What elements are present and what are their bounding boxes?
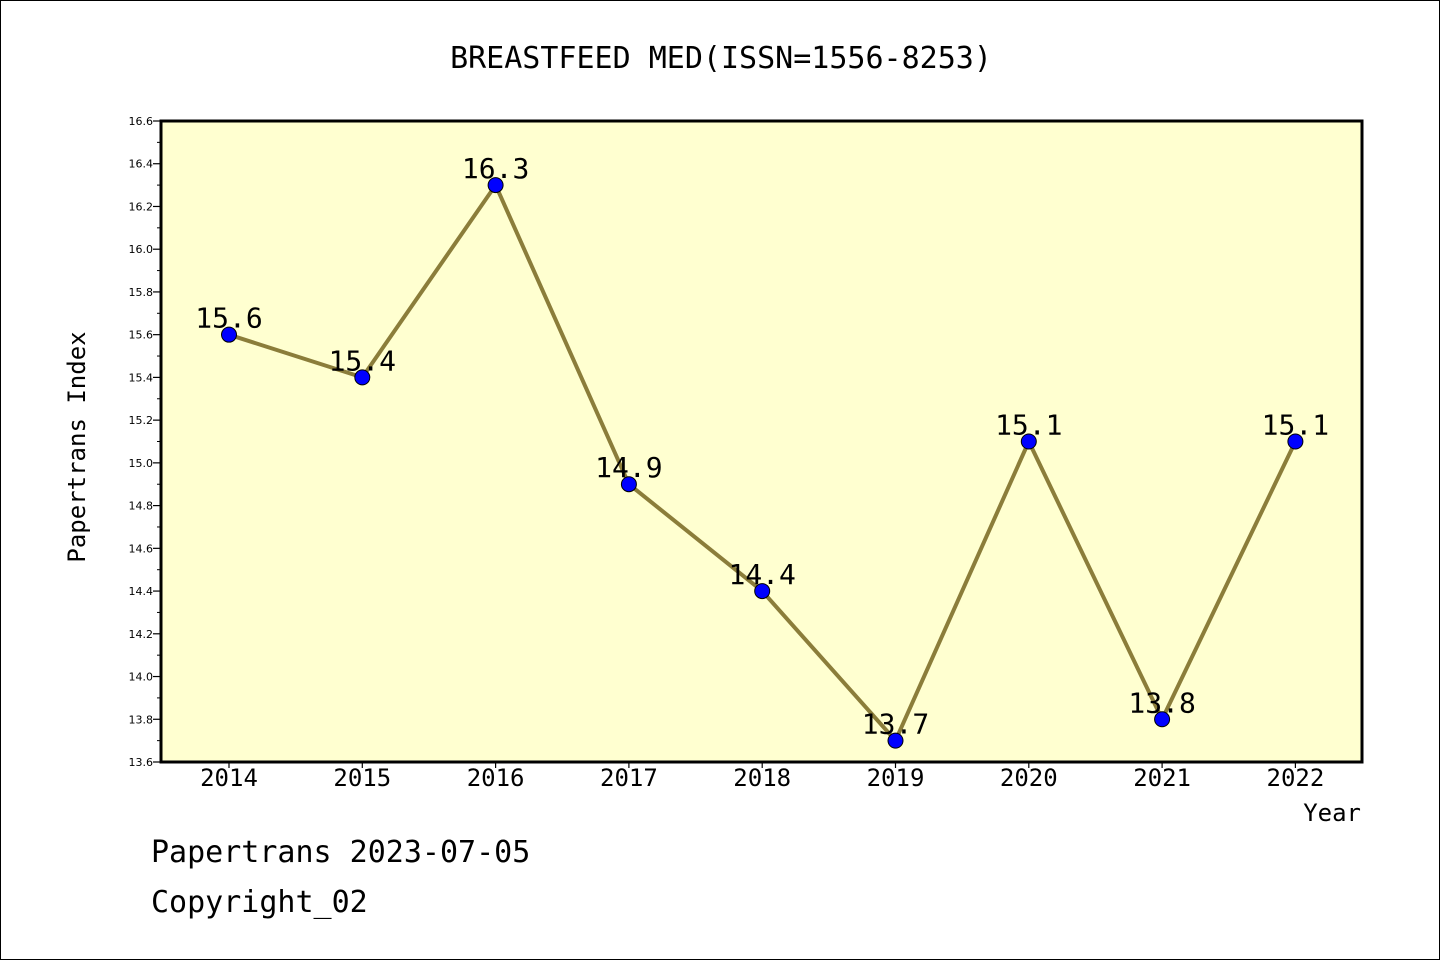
data-label: 14.9: [595, 451, 662, 484]
footer-copyright: Copyright_02: [151, 885, 368, 920]
y-tick-label: 13.6: [129, 756, 154, 769]
data-point: [754, 583, 771, 600]
chart-title: BREASTFEED MED(ISSN=1556-8253): [450, 41, 992, 76]
data-label: 15.4: [329, 344, 396, 377]
y-tick-label: 15.6: [129, 329, 154, 342]
y-tick-label: 16.4: [129, 158, 154, 171]
data-point: [354, 369, 371, 386]
y-tick-label: 14.6: [129, 542, 154, 555]
data-point: [221, 326, 237, 343]
x-tick-label: 2021: [1133, 764, 1191, 792]
plot-area: [159, 119, 1364, 764]
y-tick-label: 14.8: [129, 500, 154, 513]
data-label: 13.7: [862, 708, 929, 741]
x-tick-label: 2015: [333, 764, 391, 792]
x-tick-label: 2017: [600, 764, 658, 792]
data-label: 14.4: [728, 558, 795, 591]
x-tick-label: 2020: [1000, 764, 1058, 792]
x-tick-label: 2019: [867, 764, 925, 792]
series-markers: [221, 177, 1304, 749]
y-tick-label: 14.4: [129, 585, 154, 598]
x-tick-label: 2022: [1267, 764, 1325, 792]
y-tick-label: 15.2: [129, 414, 154, 427]
data-point: [1287, 433, 1304, 450]
y-tick-label: 16.0: [129, 243, 154, 256]
y-axis: 13.6 13.8 14.0 14.2 14.4 14.6 14.8 15.0 15.2 15.4…: [129, 115, 161, 769]
y-tick-label: 15.0: [129, 457, 154, 470]
y-axis-label: Papertrans Index: [63, 331, 91, 562]
data-point: [1020, 433, 1037, 450]
y-tick-label: 16.2: [129, 200, 154, 213]
data-point: [887, 732, 904, 749]
y-tick-label: 14.2: [129, 628, 154, 641]
data-label: 13.8: [1128, 686, 1195, 719]
y-tick-label: 16.6: [129, 115, 154, 128]
y-tick-label: 15.4: [129, 371, 154, 384]
data-label: 15.1: [995, 409, 1062, 442]
y-tick-label: 14.0: [129, 671, 154, 684]
y-tick-label: 15.8: [129, 286, 154, 299]
y-tick-label: 13.8: [129, 713, 154, 726]
x-axis: 2014 2015 2016 2017 2018 2019 2020 2021 2022: [200, 762, 1324, 792]
data-point: [620, 476, 637, 493]
x-tick-label: 2018: [733, 764, 791, 792]
data-labels: 15.6 15.4 16.3 14.9 14.4 13.7 15.1 13.8 15.1: [195, 152, 1329, 741]
x-tick-label: 2014: [200, 764, 258, 792]
footer-date: Papertrans 2023-07-05: [151, 835, 531, 870]
data-point: [487, 177, 504, 194]
x-tick-label: 2016: [467, 764, 525, 792]
data-label: 15.1: [1262, 409, 1329, 442]
data-label: 16.3: [462, 152, 529, 185]
x-axis-label: Year: [1303, 799, 1361, 827]
data-label: 15.6: [195, 302, 262, 335]
data-point: [1154, 711, 1171, 728]
